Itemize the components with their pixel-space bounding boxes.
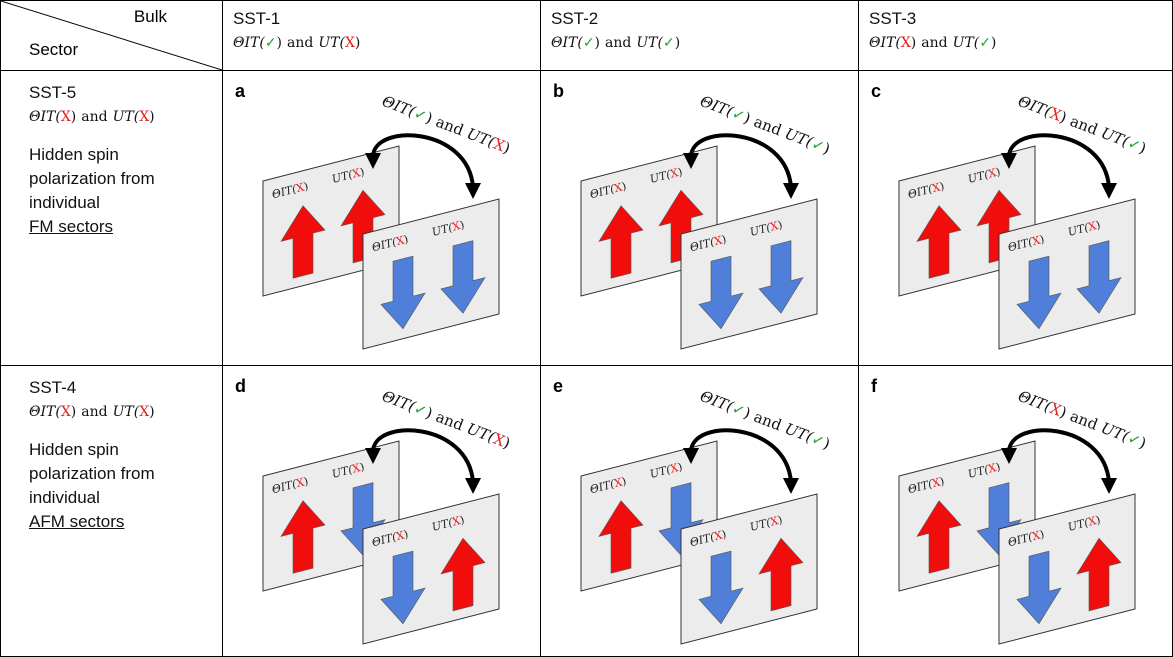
condition-name: ΘIT(	[869, 35, 901, 51]
condition-close: )	[71, 109, 76, 125]
condition-mark: ✓	[265, 35, 277, 51]
condition-name: ΘIT(	[233, 35, 265, 51]
panel: cΘIT(X)UT(X)ΘIT(X)UT(X)ΘIT(X)andUT(✓)	[859, 71, 1172, 365]
condition-name: UT(	[113, 404, 140, 420]
condition-close: )	[149, 404, 154, 420]
description-text: Hidden spin polarization from individual	[29, 145, 155, 212]
condition-name: UT(	[636, 35, 663, 51]
condition-mark: X	[139, 109, 149, 125]
panel-letter: a	[235, 81, 246, 101]
arc-arrowhead	[783, 478, 799, 494]
column-title: SST-3	[869, 9, 1162, 29]
arc-arrowhead	[1101, 183, 1117, 199]
condition-close: )	[911, 35, 916, 51]
arc-arrowhead	[465, 183, 481, 199]
condition-and: and	[81, 404, 107, 420]
description-underlined: FM sectors	[29, 215, 179, 239]
condition-and: and	[605, 35, 631, 51]
condition-and: and	[433, 408, 466, 435]
condition-and: and	[287, 35, 313, 51]
row-title: SST-4	[29, 378, 212, 398]
panel-cell: bΘIT(X)UT(X)ΘIT(X)UT(X)ΘIT(✓)andUT(✓)	[541, 71, 858, 365]
condition-close: )	[71, 404, 76, 420]
column-header: SST-2ΘIT(✓)andUT(✓)	[541, 1, 858, 70]
panel-letter: d	[235, 376, 246, 396]
condition: ΘIT(X)andUT(X)	[29, 109, 212, 125]
arc-label: ΘIT(✓)andUT(✓)	[698, 92, 833, 158]
corner-cell: Bulk Sector	[1, 1, 222, 70]
condition: ΘIT(X) and UT(✓)	[869, 35, 1162, 51]
condition-name: UT(	[953, 35, 980, 51]
condition-close: )	[675, 35, 680, 51]
column-header: SST-3 ΘIT(X) and UT(✓)	[859, 1, 1172, 70]
row-description: Hidden spin polarization from individual…	[29, 143, 179, 239]
condition-mark: X	[901, 35, 911, 51]
condition-mark: ✓	[979, 35, 991, 51]
condition-mark: X	[61, 109, 71, 125]
arc-arrowhead	[783, 183, 799, 199]
panel-letter: b	[553, 81, 564, 101]
condition-name: ΘIT(	[29, 404, 61, 420]
condition-name: UT(	[318, 35, 345, 51]
condition-name: ΘIT(	[29, 109, 61, 125]
condition-close: )	[355, 35, 360, 51]
condition: ΘIT(✓) and UT(X)	[233, 35, 530, 51]
description-text: Hidden spin polarization from individual	[29, 440, 155, 507]
column-title: SST-2	[551, 9, 848, 29]
panel-cell: fΘIT(X)UT(X)ΘIT(X)UT(X)ΘIT(X)andUT(✓)	[859, 366, 1172, 656]
condition-and: and	[1068, 112, 1101, 139]
panel-letter: e	[553, 376, 563, 396]
condition-mark: ✓	[583, 35, 595, 51]
description-underlined: AFM sectors	[29, 510, 179, 534]
corner-top: Bulk	[134, 7, 167, 27]
condition-and: and	[921, 35, 947, 51]
column-header: SST-1 ΘIT(✓) and UT(X)	[223, 1, 540, 70]
condition-name: ΘIT(	[551, 35, 583, 51]
condition-mark: X	[61, 404, 71, 420]
condition-close: )	[277, 35, 282, 51]
condition-mark: X	[139, 404, 149, 420]
arc-arrowhead	[1101, 478, 1117, 494]
condition-and: and	[751, 113, 784, 140]
condition-close: )	[595, 35, 600, 51]
condition-and: and	[751, 408, 784, 435]
condition-and: and	[81, 109, 107, 125]
condition-name: UT(	[113, 109, 140, 125]
arc-label: ΘIT(✓)andUT(✓)	[698, 387, 833, 453]
panel-cell: aΘIT(X)UT(X)ΘIT(X)UT(X)ΘIT(✓)andUT(X)	[223, 71, 540, 365]
row-header: SST-5ΘIT(X)andUT(X)Hidden spin polarizat…	[1, 71, 222, 365]
panel: dΘIT(X)UT(X)ΘIT(X)UT(X)ΘIT(✓)andUT(X)	[223, 366, 540, 656]
condition-and: and	[433, 113, 466, 140]
condition-close: )	[991, 35, 996, 51]
panel-cell: dΘIT(X)UT(X)ΘIT(X)UT(X)ΘIT(✓)andUT(X)	[223, 366, 540, 656]
row-description: Hidden spin polarization from individual…	[29, 438, 179, 534]
panel: fΘIT(X)UT(X)ΘIT(X)UT(X)ΘIT(X)andUT(✓)	[859, 366, 1172, 656]
condition-close: )	[149, 109, 154, 125]
condition: ΘIT(X)andUT(X)	[29, 404, 212, 420]
panel-letter: f	[871, 376, 878, 396]
panel: aΘIT(X)UT(X)ΘIT(X)UT(X)ΘIT(✓)andUT(X)	[223, 71, 540, 365]
condition-and: and	[1068, 407, 1101, 434]
condition-mark: ✓	[663, 35, 675, 51]
row-title: SST-5	[29, 83, 212, 103]
corner-bottom: Sector	[29, 40, 78, 60]
column-title: SST-1	[233, 9, 530, 29]
table: BulkSectorSST-1ΘIT(✓)andUT(X)SST-2ΘIT(✓)…	[0, 0, 1173, 657]
arc-arrowhead	[465, 478, 481, 494]
condition-mark: X	[345, 35, 355, 51]
panel-letter: c	[871, 81, 881, 101]
